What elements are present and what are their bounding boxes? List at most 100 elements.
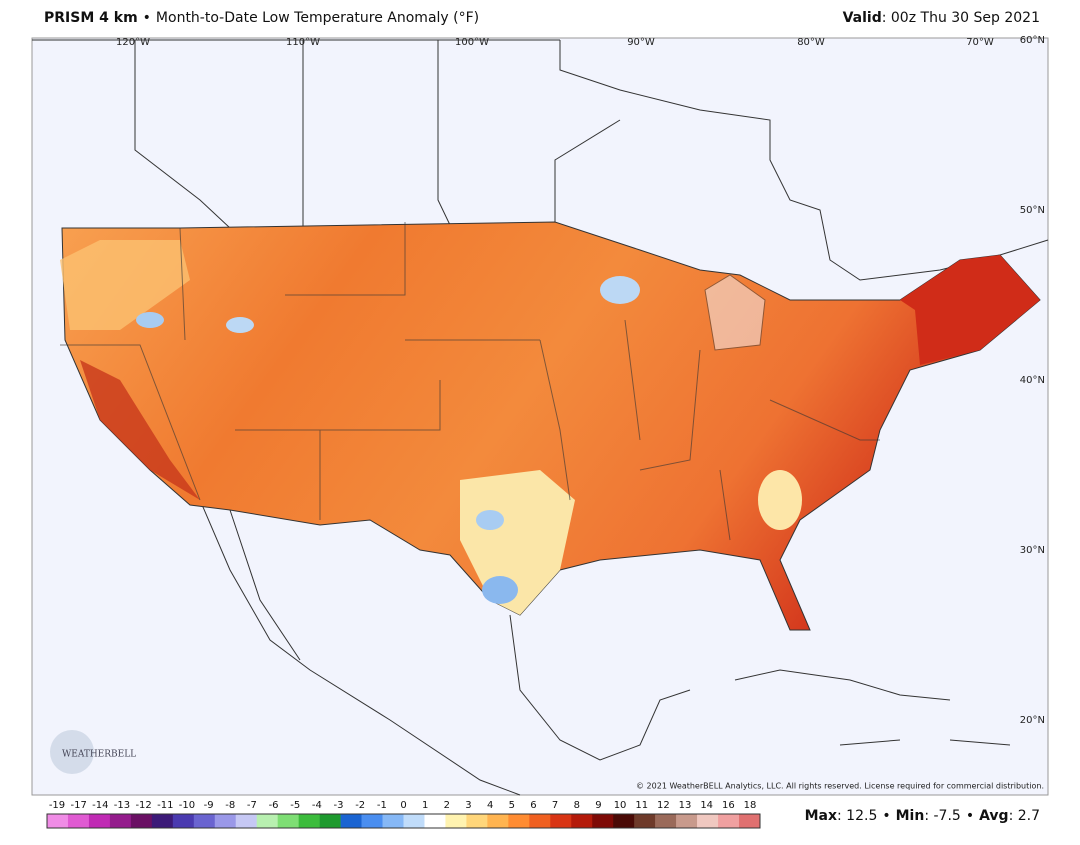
colorbar-swatch bbox=[466, 814, 488, 828]
colorbar-swatch bbox=[634, 814, 656, 828]
california-warm bbox=[80, 360, 200, 500]
mexico-coast bbox=[199, 499, 691, 796]
colorbar-label: 0 bbox=[400, 800, 406, 811]
latitude-label: 50°N bbox=[1020, 205, 1045, 216]
colorbar-swatch bbox=[508, 814, 530, 828]
stat-label: Min bbox=[896, 808, 925, 824]
colorbar-swatch bbox=[361, 814, 383, 828]
us-anomaly-field bbox=[61, 221, 1041, 631]
colorbar-label: 16 bbox=[722, 800, 735, 811]
caribbean bbox=[734, 669, 1011, 746]
colorbar-label: -7 bbox=[247, 800, 257, 811]
stat-value: : 2.7 bbox=[1009, 808, 1040, 824]
colorbar-label: 14 bbox=[700, 800, 713, 811]
product: PRISM 4 km bbox=[44, 10, 138, 26]
colorbar-label: -11 bbox=[157, 800, 173, 811]
map-title: Month-to-Date Low Temperature Anomaly (°… bbox=[156, 10, 479, 26]
latitude-label: 40°N bbox=[1020, 375, 1045, 386]
longitude-label: 70°W bbox=[966, 37, 994, 48]
longitude-label: 80°W bbox=[797, 37, 825, 48]
colorbar-label: 13 bbox=[679, 800, 692, 811]
colorbar-swatch bbox=[109, 814, 132, 828]
texas-mild bbox=[460, 470, 575, 615]
colorbar-swatch bbox=[67, 814, 90, 828]
colorbar-label: -6 bbox=[269, 800, 279, 811]
colorbar-label: -2 bbox=[355, 800, 365, 811]
colorbar-label: -14 bbox=[92, 800, 108, 811]
stat-value: : -7.5 bbox=[924, 808, 960, 824]
colorbar-label: -5 bbox=[290, 800, 300, 811]
longitude-label: 90°W bbox=[627, 37, 655, 48]
colorbar-swatch bbox=[676, 814, 698, 828]
latitude-label: 60°N bbox=[1020, 35, 1045, 46]
colorbar-swatch bbox=[655, 814, 677, 828]
colorbar-swatch bbox=[739, 814, 761, 828]
colorbar-label: 3 bbox=[465, 800, 471, 811]
colorbar-label: -12 bbox=[135, 800, 151, 811]
colorbar-label: 6 bbox=[530, 800, 536, 811]
colorbar-label: 18 bbox=[744, 800, 757, 811]
texas-cool bbox=[476, 510, 504, 530]
colorbar-label: 8 bbox=[574, 800, 580, 811]
colorbar-swatch bbox=[718, 814, 740, 828]
colorbar-swatch bbox=[256, 814, 278, 828]
colorbar-swatch bbox=[298, 814, 320, 828]
separator: • bbox=[143, 10, 151, 26]
colorbar-label: -9 bbox=[204, 800, 214, 811]
valid-time: Valid: 00z Thu 30 Sep 2021 bbox=[843, 10, 1040, 26]
colorbar-swatch bbox=[424, 814, 446, 828]
colorbar-swatch bbox=[487, 814, 509, 828]
colorbar-label: -19 bbox=[49, 800, 65, 811]
logo: WEATHERBELL bbox=[62, 750, 136, 760]
colorbar-label: 5 bbox=[509, 800, 515, 811]
colorbar-label: 4 bbox=[487, 800, 493, 811]
colorbar-swatch bbox=[571, 814, 593, 828]
colorbar-swatch bbox=[47, 814, 69, 828]
colorbar-label: -13 bbox=[114, 800, 130, 811]
state-borders bbox=[60, 222, 880, 541]
stats-separator: • bbox=[882, 808, 890, 824]
valid-label: Valid bbox=[843, 10, 882, 26]
idaho-cool bbox=[226, 317, 254, 333]
colorbar-label: 9 bbox=[595, 800, 601, 811]
colorbar-swatch bbox=[697, 814, 719, 828]
latitude-label: 20°N bbox=[1020, 715, 1045, 726]
stats: Max: 12.5 • Min: -7.5 • Avg: 2.7 bbox=[805, 808, 1040, 824]
colorbar-swatch bbox=[151, 814, 174, 828]
southeast-mild bbox=[758, 470, 802, 530]
colorbar: -19 -17 -14 -13 -12 -11 -10 -9 -8 -7 -6 -5 -4 -3 -2 -1 0… bbox=[46, 800, 761, 829]
oregon-cool bbox=[136, 312, 164, 328]
colorbar-swatch bbox=[382, 814, 404, 828]
colorbar-swatch bbox=[403, 814, 425, 828]
colorbar-label: -3 bbox=[334, 800, 344, 811]
colorbar-label: -8 bbox=[225, 800, 235, 811]
canada-provinces bbox=[134, 40, 621, 229]
northeast-warm bbox=[900, 255, 1040, 365]
wisconsin-cool bbox=[600, 276, 640, 304]
logo-mark bbox=[50, 730, 94, 774]
colorbar-swatch bbox=[613, 814, 635, 828]
colorbar-swatch bbox=[550, 814, 572, 828]
colorbar-swatch bbox=[340, 814, 362, 828]
colorbar-label: 10 bbox=[614, 800, 627, 811]
colorbar-label: 12 bbox=[657, 800, 670, 811]
header-line: PRISM 4 km • Month-to-Date Low Temperature… bbox=[44, 10, 479, 26]
valid-value: : 00z Thu 30 Sep 2021 bbox=[882, 10, 1040, 26]
copyright: © 2021 WeatherBELL Analytics, LLC. All r… bbox=[636, 782, 1044, 791]
stat-value: : 12.5 bbox=[837, 808, 877, 824]
colorbar-swatch bbox=[529, 814, 551, 828]
colorbar-label: 7 bbox=[552, 800, 558, 811]
colorbar-swatch bbox=[88, 814, 111, 828]
colorbar-label: 2 bbox=[444, 800, 450, 811]
colorbar-label: -4 bbox=[312, 800, 322, 811]
colorbar-swatch bbox=[592, 814, 614, 828]
texas-cool bbox=[482, 576, 518, 604]
stat-label: Max bbox=[805, 808, 837, 824]
colorbar-swatch bbox=[214, 814, 237, 828]
colorbar-label: -17 bbox=[70, 800, 86, 811]
colorbar-label: 11 bbox=[635, 800, 648, 811]
colorbar-swatch bbox=[235, 814, 258, 828]
longitude-label: 100°W bbox=[455, 37, 489, 48]
colorbar-swatch bbox=[130, 814, 153, 828]
